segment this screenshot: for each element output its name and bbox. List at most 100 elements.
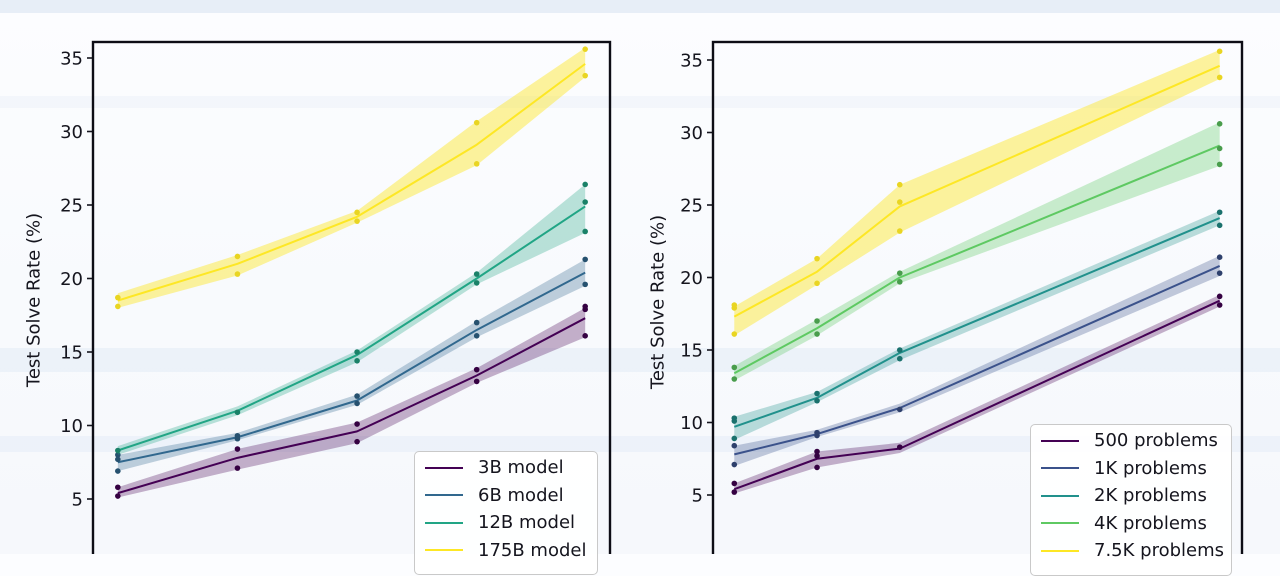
data-point bbox=[582, 199, 588, 205]
data-point bbox=[234, 409, 241, 416]
data-point bbox=[582, 256, 588, 263]
legend-item: 12B model bbox=[425, 509, 587, 537]
data-point bbox=[582, 303, 588, 310]
legend-label: 500 problems bbox=[1094, 430, 1218, 452]
data-point bbox=[582, 181, 588, 188]
data-point bbox=[115, 303, 121, 310]
trend-line bbox=[117, 63, 586, 302]
legend-line-swatch bbox=[1041, 439, 1079, 442]
data-point bbox=[582, 333, 588, 339]
data-point bbox=[814, 429, 820, 436]
data-point bbox=[1216, 222, 1223, 229]
data-point bbox=[731, 480, 738, 487]
legend-label: 4K problems bbox=[1094, 512, 1207, 534]
data-point bbox=[354, 400, 360, 407]
confidence-band bbox=[117, 184, 586, 455]
confidence-band bbox=[734, 49, 1220, 336]
data-point bbox=[473, 280, 480, 286]
legend-line-swatch bbox=[425, 466, 463, 469]
data-point bbox=[234, 446, 241, 452]
data-point bbox=[896, 199, 903, 205]
data-point bbox=[814, 464, 820, 471]
data-point bbox=[1216, 293, 1223, 300]
data-point bbox=[814, 453, 820, 459]
data-point bbox=[896, 279, 903, 285]
legend-item: 7.5K problems bbox=[1041, 537, 1224, 565]
data-point bbox=[731, 415, 738, 421]
data-point bbox=[731, 305, 738, 311]
legend-line-swatch bbox=[425, 549, 463, 552]
background-stripe bbox=[0, 348, 1280, 372]
legend-item: 1K problems bbox=[1041, 455, 1221, 483]
data-point bbox=[731, 489, 738, 495]
legend-label: 12B model bbox=[478, 512, 576, 534]
y-axis-label: Test Solve Rate (%) bbox=[647, 214, 669, 390]
y-tick-label: 10 bbox=[60, 416, 83, 437]
data-point bbox=[731, 442, 738, 449]
data-point bbox=[896, 181, 903, 188]
y-tick-label: 30 bbox=[680, 123, 703, 144]
background-stripe bbox=[0, 96, 1280, 108]
data-point bbox=[473, 271, 480, 277]
data-point bbox=[115, 294, 121, 301]
data-point bbox=[234, 432, 241, 439]
data-point bbox=[115, 447, 121, 454]
series-7-5k-problems bbox=[731, 48, 1223, 337]
legend-item: 500 problems bbox=[1041, 427, 1221, 455]
data-point bbox=[354, 393, 360, 399]
y-axis-ticks: 35 30 25 20 15 10 5 bbox=[60, 49, 93, 511]
data-point bbox=[731, 364, 738, 371]
confidence-band bbox=[734, 210, 1220, 440]
data-point bbox=[473, 161, 480, 167]
legend-item: 3B model bbox=[425, 454, 587, 482]
data-point bbox=[1216, 74, 1223, 81]
data-point bbox=[814, 280, 820, 287]
data-point bbox=[234, 253, 241, 260]
data-point bbox=[1216, 48, 1223, 55]
data-point bbox=[814, 318, 820, 324]
legend-line-swatch bbox=[1041, 549, 1079, 552]
y-tick-label: 15 bbox=[60, 343, 83, 364]
y-tick-label: 25 bbox=[60, 196, 83, 217]
legend-line-swatch bbox=[1041, 494, 1079, 497]
y-tick-label: 5 bbox=[692, 486, 703, 507]
data-point bbox=[354, 209, 360, 216]
data-point bbox=[115, 456, 121, 463]
y-tick-label: 25 bbox=[680, 196, 703, 217]
data-point bbox=[473, 366, 480, 373]
data-point bbox=[473, 119, 480, 126]
y-tick-label: 35 bbox=[60, 49, 83, 70]
data-point bbox=[473, 378, 480, 385]
trend-line bbox=[733, 217, 1221, 428]
data-point bbox=[354, 358, 360, 364]
data-point bbox=[896, 406, 903, 413]
data-point bbox=[896, 347, 903, 353]
data-point bbox=[814, 432, 820, 439]
legend-item: 6B model bbox=[425, 482, 587, 510]
legend-label: 3B model bbox=[478, 457, 564, 479]
data-point bbox=[1216, 161, 1223, 168]
data-point bbox=[896, 270, 903, 276]
data-point bbox=[896, 355, 903, 362]
background-stripe bbox=[0, 0, 1280, 13]
data-point bbox=[582, 228, 588, 235]
legend-item: 4K problems bbox=[1041, 510, 1221, 538]
data-point bbox=[814, 331, 820, 337]
legend-label: 2K problems bbox=[1094, 485, 1207, 507]
y-axis-label: Test Solve Rate (%) bbox=[23, 212, 45, 388]
y-tick-label: 35 bbox=[680, 51, 703, 72]
data-point bbox=[1216, 254, 1223, 260]
data-point bbox=[1216, 270, 1223, 276]
legend-line-swatch bbox=[425, 494, 463, 497]
data-point bbox=[354, 438, 360, 445]
data-point bbox=[115, 493, 121, 499]
y-tick-label: 20 bbox=[680, 268, 703, 289]
confidence-band bbox=[117, 47, 586, 308]
confidence-band bbox=[734, 122, 1220, 381]
legend-line-swatch bbox=[1041, 467, 1079, 470]
series-6b-model bbox=[115, 256, 588, 474]
y-tick-label: 20 bbox=[60, 269, 83, 290]
series-2k-problems bbox=[731, 209, 1223, 442]
trend-line bbox=[117, 205, 586, 452]
